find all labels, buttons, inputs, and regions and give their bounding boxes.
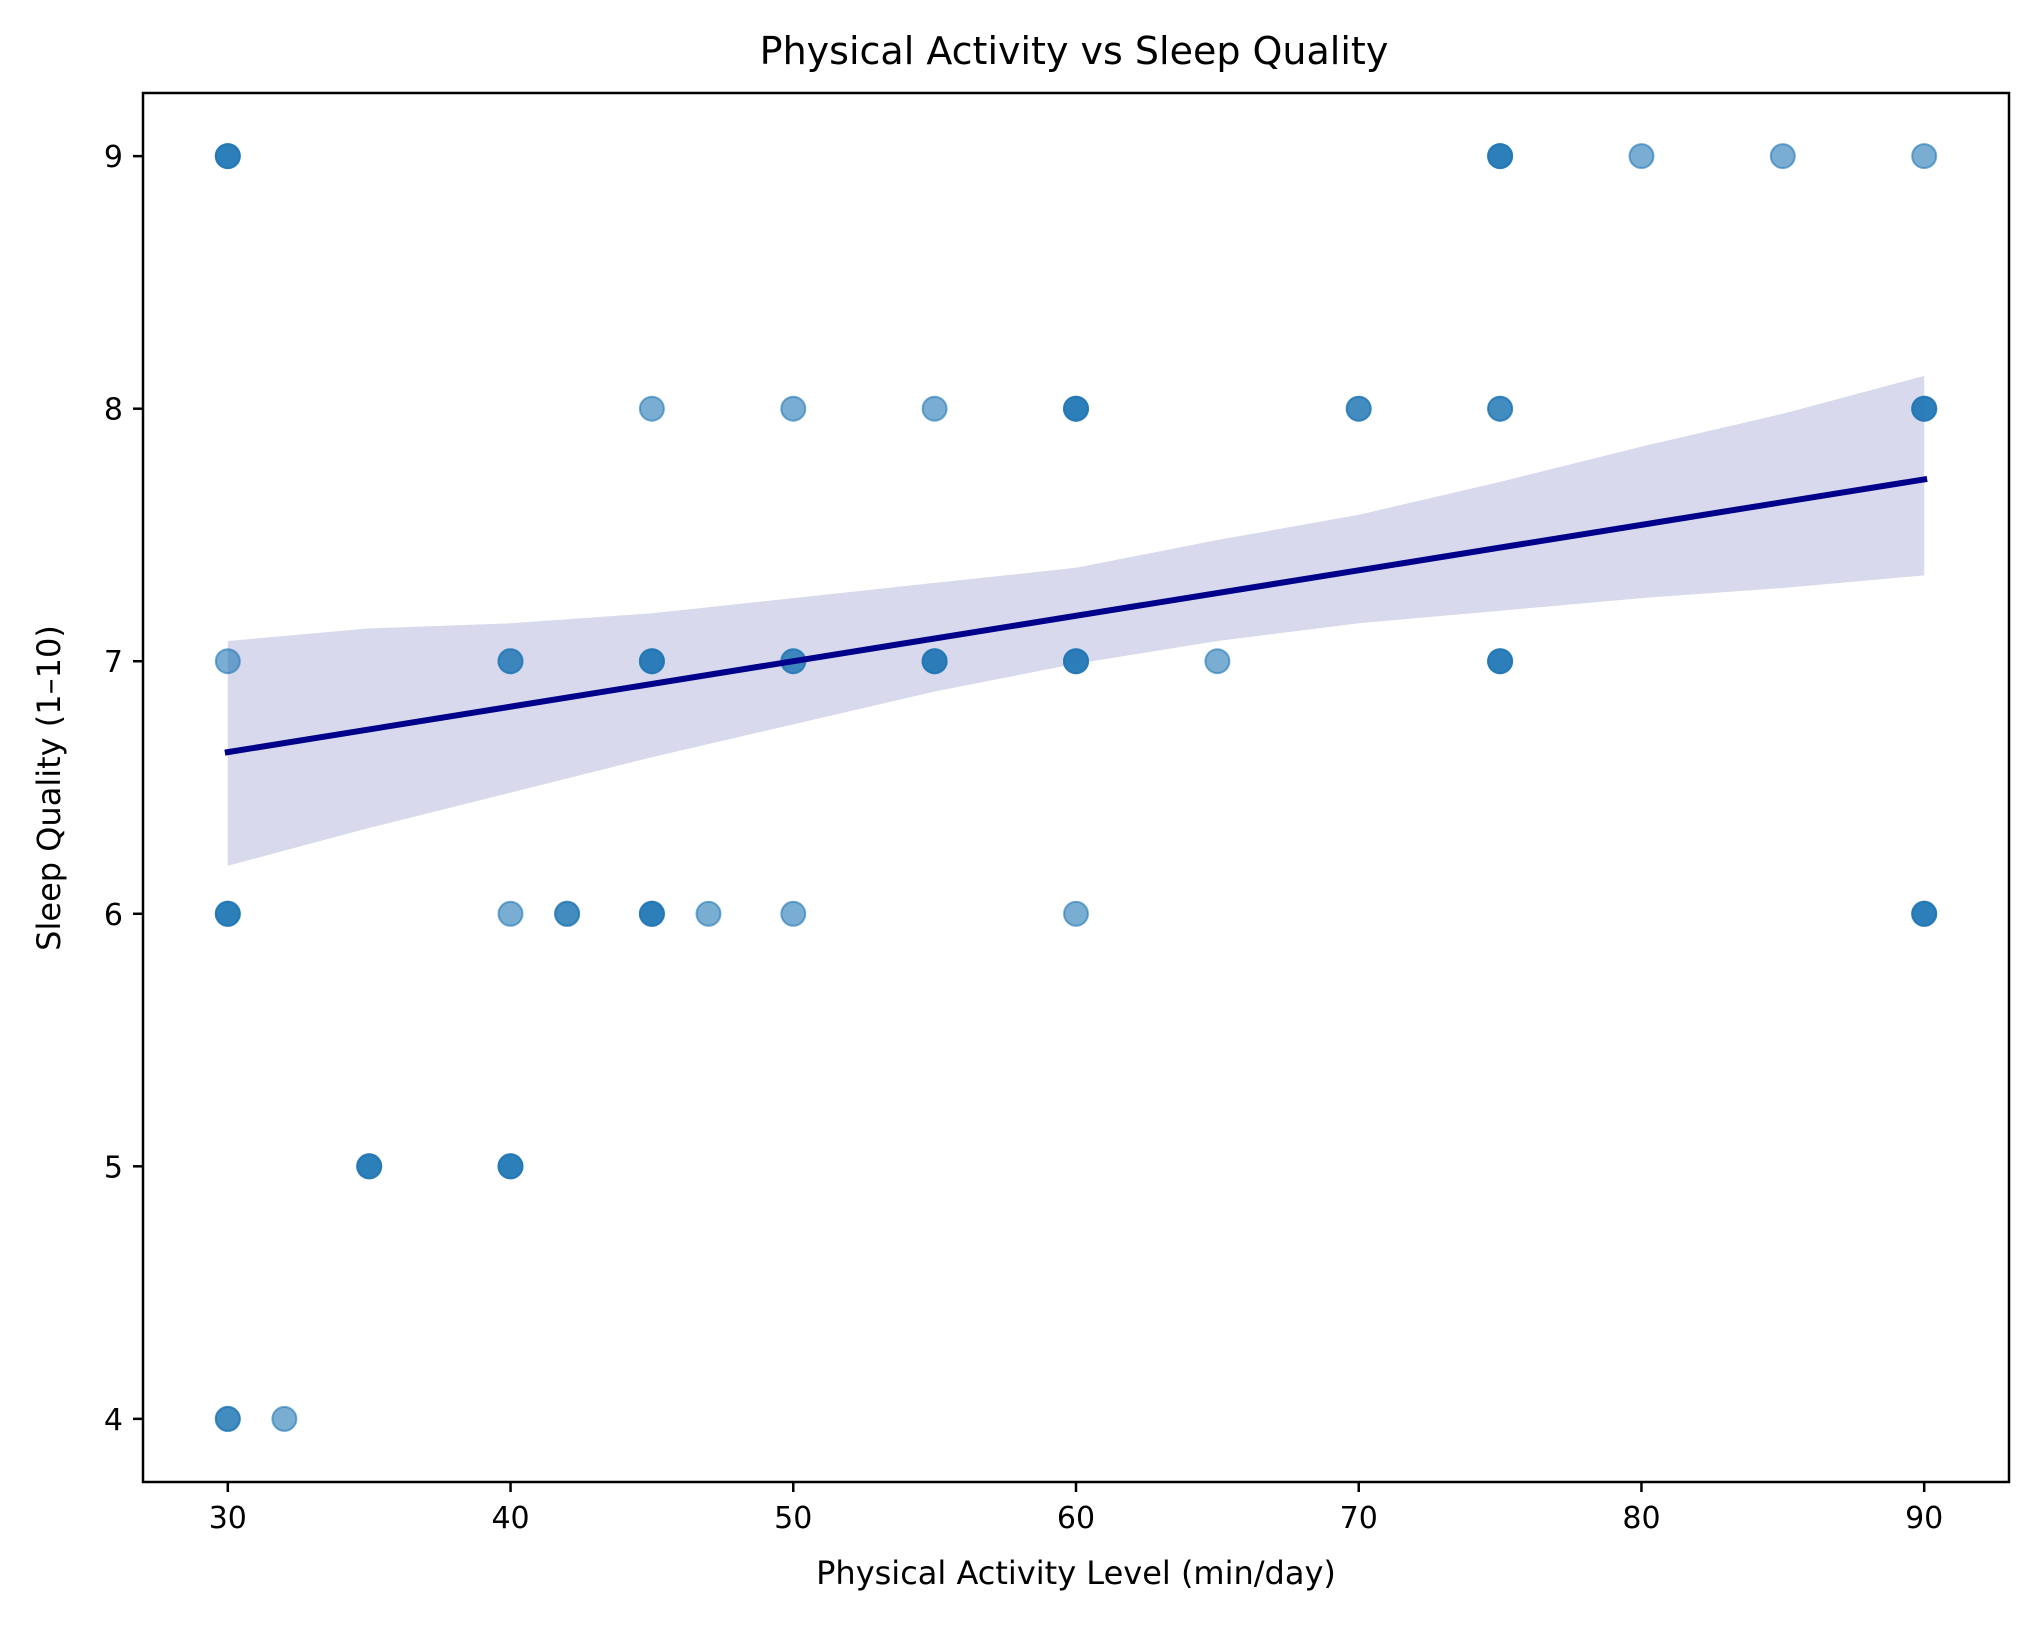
data-point	[638, 900, 665, 927]
data-point	[1487, 395, 1514, 422]
data-point	[1063, 900, 1089, 927]
data-point	[1769, 143, 1796, 170]
y-tick-label: 5	[104, 1150, 123, 1185]
data-point	[214, 900, 241, 927]
data-point	[638, 395, 665, 422]
data-point	[1204, 648, 1231, 675]
data-point	[780, 900, 807, 927]
regression-line	[224, 475, 1928, 756]
data-point	[1911, 395, 1938, 422]
x-tick-label: 40	[491, 1501, 529, 1536]
data-point	[921, 395, 948, 422]
data-point	[1628, 143, 1655, 170]
x-tick-label: 30	[209, 1501, 247, 1536]
data-point	[497, 1153, 524, 1180]
data-point	[271, 1405, 298, 1432]
x-tick-label: 80	[1622, 1501, 1660, 1536]
y-axis: 4 5 6 7 8 9	[104, 140, 143, 1438]
data-point	[554, 900, 581, 927]
data-point	[1345, 395, 1372, 422]
data-point	[214, 648, 241, 675]
data-point	[921, 648, 948, 675]
y-tick-label: 7	[104, 645, 123, 680]
data-point	[638, 648, 665, 675]
data-point	[214, 143, 241, 170]
data-point	[1063, 648, 1089, 675]
data-point	[1063, 395, 1089, 422]
y-tick-label: 8	[104, 393, 123, 428]
data-point	[497, 648, 524, 675]
x-tick-label: 50	[774, 1501, 812, 1536]
plot-area	[214, 143, 1938, 1432]
data-point	[1487, 648, 1514, 675]
y-tick-label: 4	[104, 1403, 123, 1438]
data-point	[356, 1153, 383, 1180]
x-tick-label: 70	[1340, 1501, 1378, 1536]
data-point	[1487, 143, 1514, 170]
y-axis-title: Sleep Quality (1–10)	[30, 625, 68, 951]
confidence-band	[227, 375, 1925, 866]
x-axis-title: Physical Activity Level (min/day)	[816, 1554, 1336, 1592]
x-axis: 30 40 50 60 70 80 90	[209, 1482, 1943, 1536]
chart-title: Physical Activity vs Sleep Quality	[760, 29, 1389, 73]
data-point	[1911, 900, 1938, 927]
x-tick-label: 60	[1057, 1501, 1095, 1536]
data-point	[214, 1405, 241, 1432]
y-tick-label: 6	[104, 898, 123, 933]
y-tick-label: 9	[104, 140, 123, 175]
x-tick-label: 90	[1905, 1501, 1943, 1536]
data-point	[1911, 143, 1938, 170]
data-point	[497, 900, 524, 927]
data-point	[780, 395, 807, 422]
data-point	[695, 900, 722, 927]
